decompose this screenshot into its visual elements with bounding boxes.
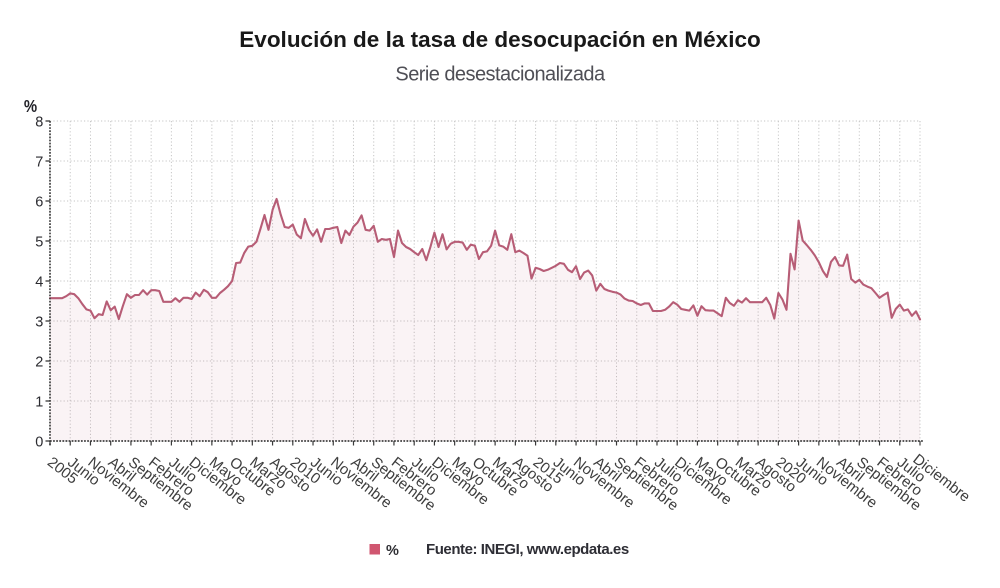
svg-text:8: 8 xyxy=(35,114,43,130)
svg-text:Fuente: INEGI, www.epdata.es: Fuente: INEGI, www.epdata.es xyxy=(426,541,629,558)
svg-text:6: 6 xyxy=(35,194,43,210)
svg-text:Evolución de la tasa de desocu: Evolución de la tasa de desocupación en … xyxy=(239,27,760,52)
svg-text:4: 4 xyxy=(35,274,43,290)
svg-text:%: % xyxy=(24,97,37,116)
svg-text:2: 2 xyxy=(35,354,43,370)
svg-text:5: 5 xyxy=(35,234,43,250)
svg-text:1: 1 xyxy=(35,394,43,410)
svg-text:Serie desestacionalizada: Serie desestacionalizada xyxy=(395,64,606,86)
svg-text:0: 0 xyxy=(35,434,43,450)
svg-text:7: 7 xyxy=(35,154,43,170)
svg-text:%: % xyxy=(386,543,399,559)
svg-text:3: 3 xyxy=(35,314,43,330)
